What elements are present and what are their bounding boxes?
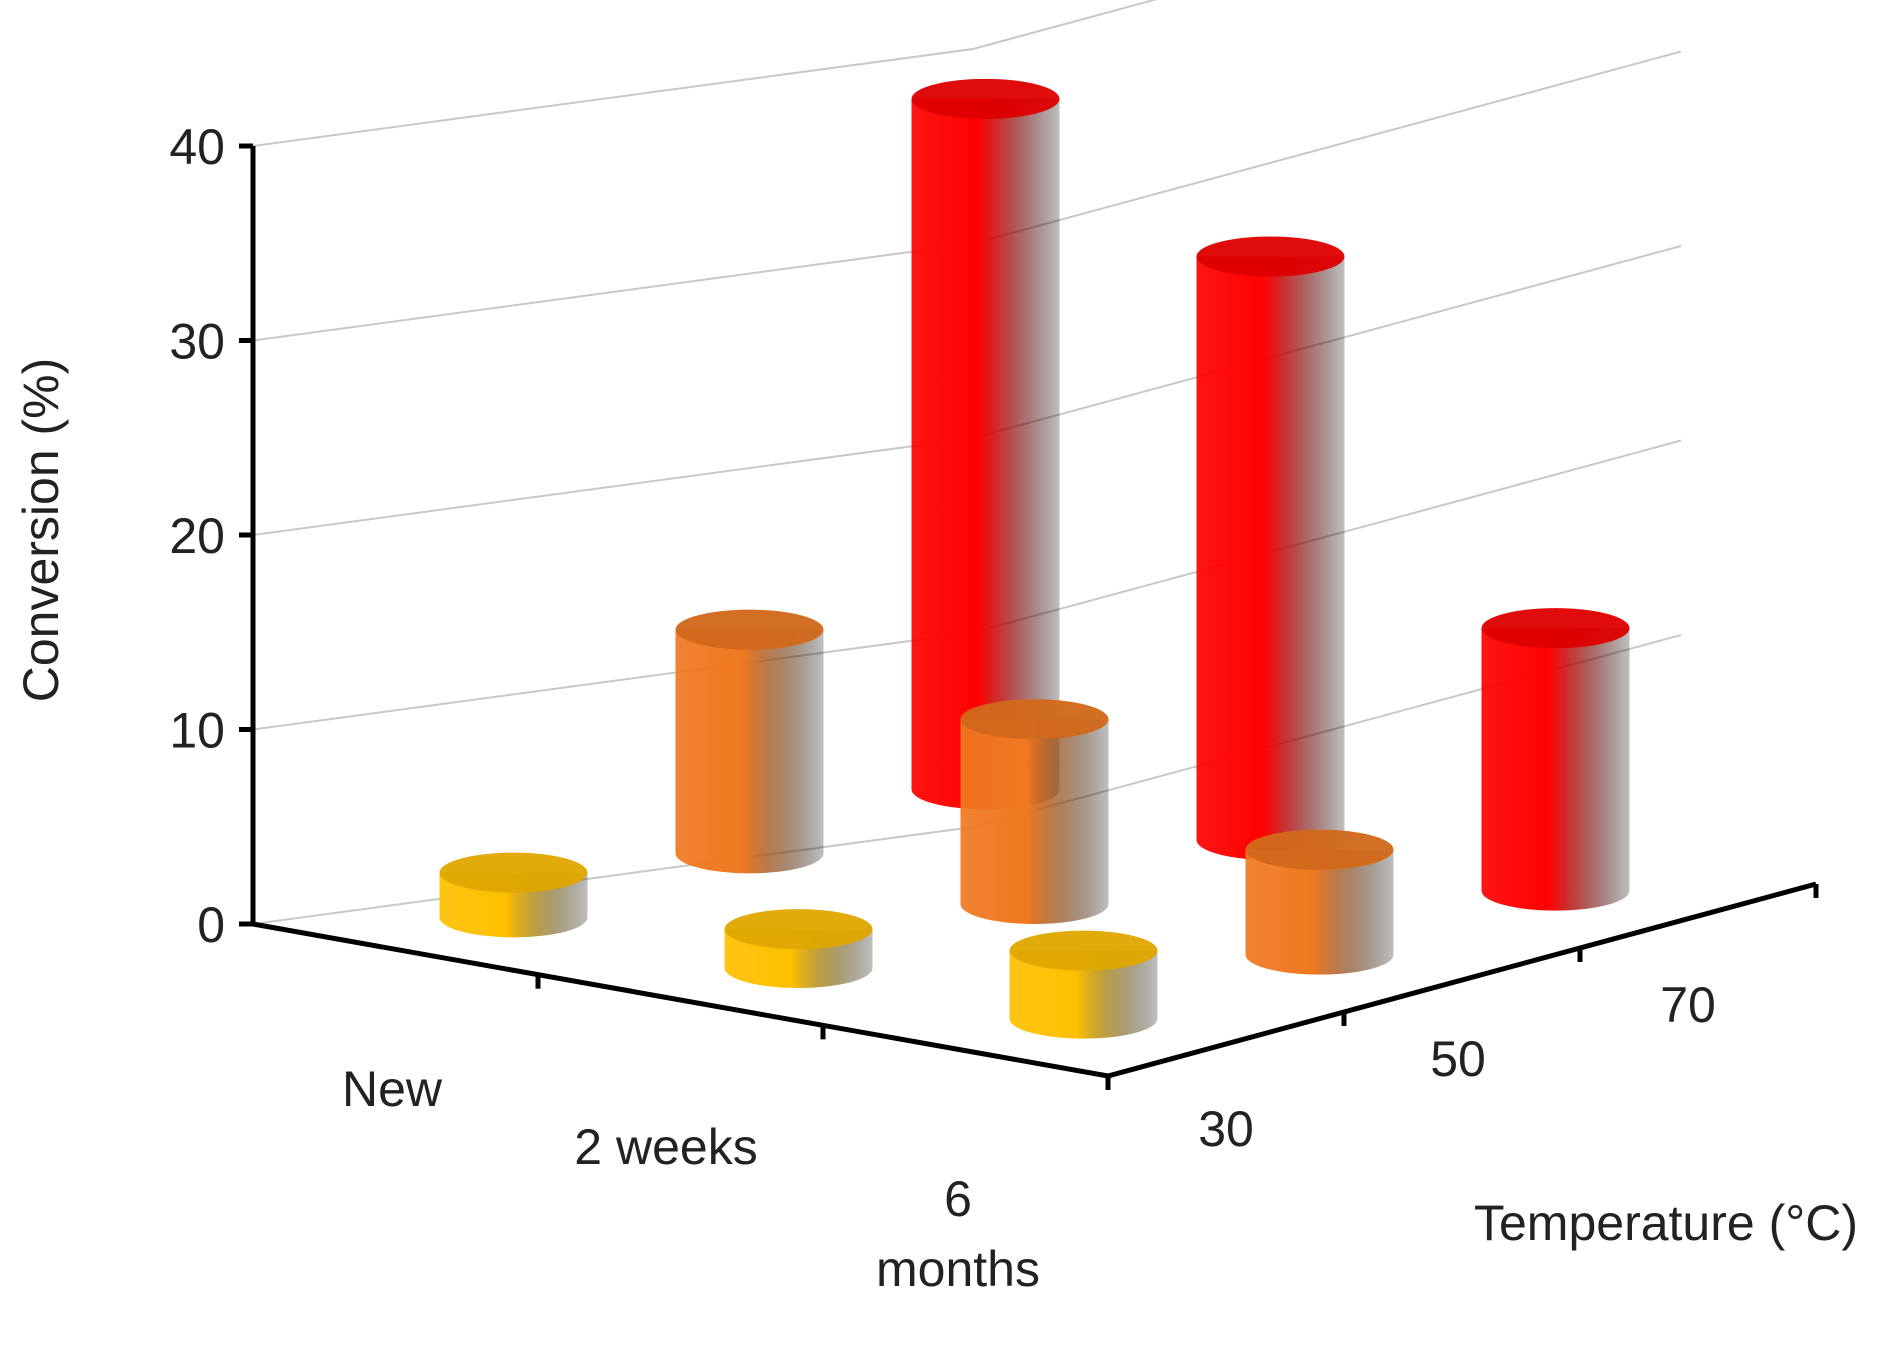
y-tick-label-40: 40 [169, 119, 225, 175]
bar-cap-shade [1481, 608, 1630, 649]
bar-cap-shade [911, 78, 1060, 119]
bar-2-weeks-70 [1196, 236, 1345, 860]
y-axis-title: Conversion (%) [13, 358, 69, 703]
age-axis-line [252, 921, 1109, 1079]
bar-6-months-30 [1009, 930, 1158, 1039]
bar-body [1196, 256, 1345, 860]
bar-cap [1481, 608, 1630, 649]
bars-layer [439, 78, 1630, 1039]
y-tick-label-30: 30 [169, 314, 225, 370]
bar-body [960, 719, 1109, 924]
bar-body [675, 629, 824, 874]
gridline-40 [252, 0, 1158, 147]
axis-layer: 0 10 20 30 40 [169, 119, 1819, 1090]
bar-cap-shade [960, 699, 1109, 740]
label-layer: Conversion (%) Temperature (°C) New 2 we… [13, 358, 1858, 1297]
bar-cap-shade [1196, 236, 1345, 277]
temp-tick-label-30: 30 [1198, 1101, 1254, 1157]
bar-body [1481, 628, 1630, 911]
bar-2-weeks-30 [724, 909, 873, 988]
age-tick-label-6-months-line1: 6 [944, 1171, 972, 1227]
age-tick-label-2-weeks: 2 weeks [574, 1119, 757, 1175]
bar-cap-shade [439, 852, 588, 893]
bar-cap-shade [1245, 829, 1394, 870]
bar-cap-shade [724, 909, 873, 950]
bar-cap [1245, 829, 1394, 870]
temp-tick-label-70: 70 [1660, 977, 1716, 1033]
bar-6-months-50 [1245, 829, 1394, 975]
x-axis-title: Temperature (°C) [1474, 1195, 1858, 1251]
bar-cap [675, 609, 824, 650]
bar-body [911, 98, 1060, 810]
bar-New-30 [439, 852, 588, 938]
bar-New-50 [675, 609, 824, 874]
bar-cap [911, 78, 1060, 119]
bar-body [1245, 849, 1394, 975]
bar-2-weeks-50 [960, 699, 1109, 924]
y-tick-label-0: 0 [197, 897, 225, 953]
y-tick-label-10: 10 [169, 703, 225, 759]
bar-cap-shade [1009, 930, 1158, 971]
age-tick-label-new: New [342, 1061, 443, 1117]
bar-cap [439, 852, 588, 893]
y-tick-label-20: 20 [169, 508, 225, 564]
temperature-axis-line [1107, 881, 1817, 1079]
age-tick-label-6-months-line2: months [876, 1241, 1040, 1297]
bar-cap [960, 699, 1109, 740]
bar-cap [1009, 930, 1158, 971]
bar-cap [724, 909, 873, 950]
bar-6-months-70 [1481, 608, 1630, 911]
bar-body [1009, 950, 1158, 1039]
temp-tick-label-50: 50 [1430, 1031, 1486, 1087]
bar-New-70 [911, 78, 1060, 810]
bar-cap [1196, 236, 1345, 277]
bar-cap-shade [675, 609, 824, 650]
